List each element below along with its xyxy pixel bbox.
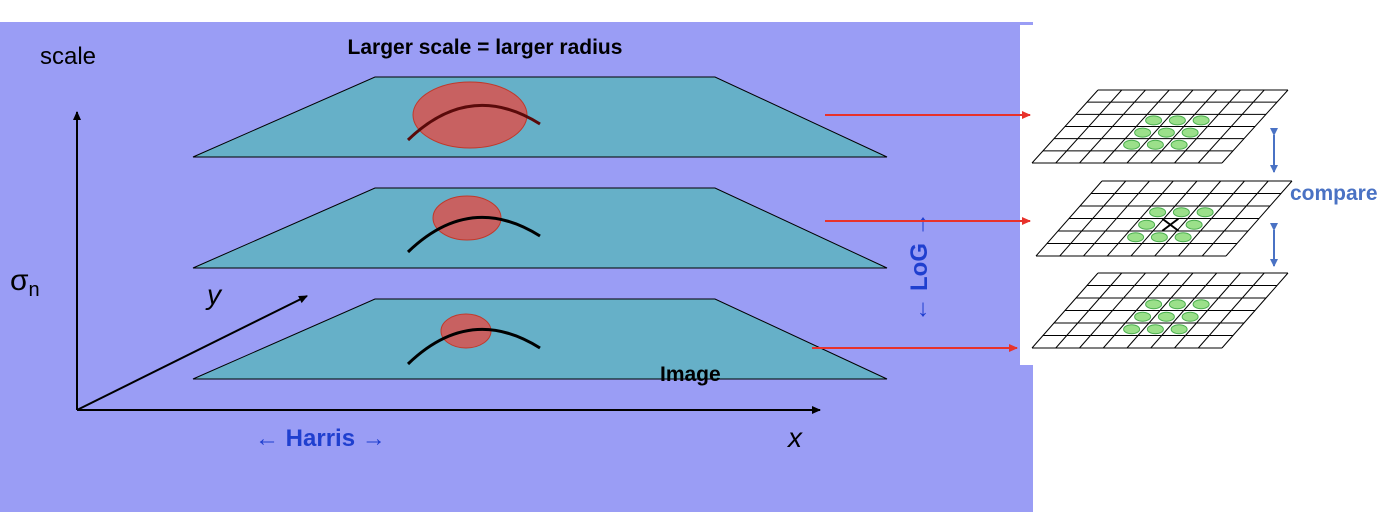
scale-grids bbox=[1031, 89, 1293, 349]
grid-middle-dot bbox=[1127, 232, 1145, 243]
grid-middle-dot bbox=[1196, 207, 1214, 218]
grid-middle-dot bbox=[1185, 219, 1203, 230]
grid-bottom-dot bbox=[1170, 324, 1188, 335]
title: Larger scale = larger radius bbox=[348, 36, 623, 59]
grid-top-vline bbox=[1197, 89, 1265, 164]
grid-bottom-dot bbox=[1157, 311, 1175, 322]
grid-bottom-vline bbox=[1150, 272, 1218, 349]
grid-bottom-dot bbox=[1134, 311, 1152, 322]
grid-middle-vline bbox=[1035, 180, 1103, 257]
grid-middle-dot bbox=[1174, 232, 1192, 243]
y-axis-label: y bbox=[205, 279, 223, 310]
grid-top-vline bbox=[1079, 89, 1146, 164]
layer-top-curve bbox=[406, 104, 541, 142]
scale-axis-label: scale bbox=[40, 43, 96, 70]
grid-bottom-dot bbox=[1146, 324, 1164, 335]
grid-middle-center-x-mark bbox=[1161, 217, 1179, 232]
layer-top-circle bbox=[412, 81, 528, 149]
grid-top-dot bbox=[1157, 127, 1175, 138]
grid-bottom-vline bbox=[1055, 272, 1123, 349]
image-label: Image bbox=[660, 363, 721, 386]
grid-bottom-dot bbox=[1145, 299, 1163, 310]
y-axis bbox=[76, 295, 308, 411]
grid-middle-vline bbox=[1106, 180, 1174, 257]
grid-top-vline bbox=[1150, 89, 1218, 164]
grid-bottom-dot bbox=[1192, 299, 1210, 310]
grid-bottom-vline bbox=[1031, 272, 1099, 349]
grid-bottom-dot bbox=[1168, 299, 1186, 310]
grid-top-dot bbox=[1170, 139, 1188, 150]
grid-top-vline bbox=[1102, 89, 1170, 164]
grid-bottom-dot bbox=[1123, 324, 1141, 335]
layer-middle-plane bbox=[192, 187, 888, 269]
grid-middle-vline bbox=[1059, 180, 1127, 257]
grid-middle-vline bbox=[1083, 180, 1150, 257]
grid-top-vline bbox=[1031, 89, 1099, 164]
x-axis-label: x bbox=[786, 422, 803, 453]
grid-bottom-vline bbox=[1221, 272, 1289, 349]
sigma-symbol: σ bbox=[10, 264, 29, 297]
grid-top-dot bbox=[1192, 115, 1210, 126]
grid-bottom-vline bbox=[1126, 272, 1194, 349]
grid-top-dot bbox=[1123, 139, 1141, 150]
grid-bottom-vline bbox=[1174, 272, 1241, 349]
grid-bottom-dot bbox=[1181, 311, 1199, 322]
grid-middle-vline bbox=[1225, 180, 1293, 257]
grid-top-vline bbox=[1221, 89, 1289, 164]
grid-bottom-vline bbox=[1102, 272, 1170, 349]
layer-middle-curve bbox=[406, 216, 541, 254]
grid-middle-dot bbox=[1172, 207, 1190, 218]
sigma-label: σn bbox=[10, 264, 40, 301]
grid-top-vline bbox=[1126, 89, 1194, 164]
grid-top-dot bbox=[1181, 127, 1199, 138]
grid-middle-vline bbox=[1130, 180, 1198, 257]
sigma-subscript: n bbox=[29, 279, 40, 301]
grid-middle-dot bbox=[1138, 219, 1156, 230]
grid-middle-vline bbox=[1178, 180, 1245, 257]
compare-label: compare bbox=[1290, 182, 1378, 205]
grid-top-vline bbox=[1055, 89, 1123, 164]
layer-bottom-curve bbox=[406, 328, 541, 366]
grid-middle-dot bbox=[1150, 232, 1168, 243]
grid-middle-vline bbox=[1154, 180, 1222, 257]
harris-label: ← Harris → bbox=[255, 425, 386, 452]
grid-middle-vline bbox=[1201, 180, 1269, 257]
grid-bottom-vline bbox=[1079, 272, 1146, 349]
grid-top-dot bbox=[1146, 139, 1164, 150]
grid-top-dot bbox=[1145, 115, 1163, 126]
grid-top-dot bbox=[1134, 127, 1152, 138]
grid-middle-dot bbox=[1149, 207, 1167, 218]
log-label: ← LoG → bbox=[906, 212, 933, 321]
layer-top-plane bbox=[192, 76, 888, 158]
grid-top-dot bbox=[1168, 115, 1186, 126]
grid-bottom-vline bbox=[1197, 272, 1265, 349]
grid-top-vline bbox=[1174, 89, 1241, 164]
layer-bottom-plane bbox=[192, 298, 888, 380]
